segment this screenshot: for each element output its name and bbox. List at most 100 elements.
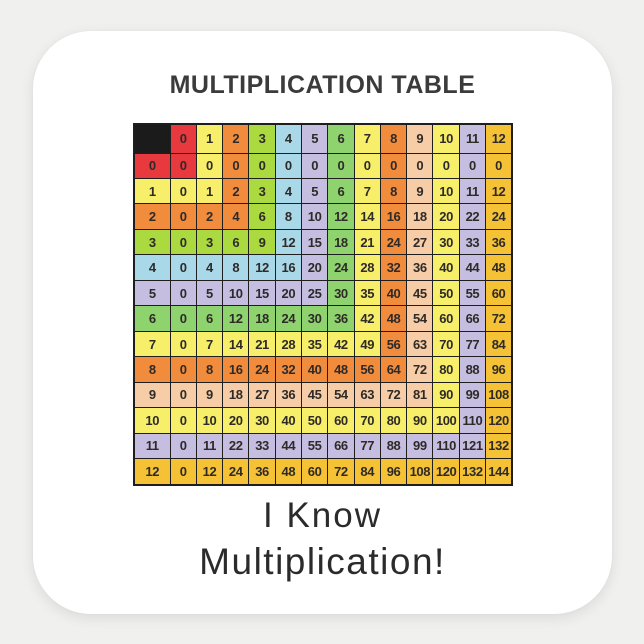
col-header-cell: 12 <box>485 123 513 154</box>
product-cell: 30 <box>300 305 329 332</box>
product-cell: 144 <box>485 458 513 486</box>
row-header-cell: 10 <box>133 407 171 434</box>
table-header-row: 0 1 2 3 4 5 6 7 8 9 10 11 12 <box>133 123 513 154</box>
product-cell: 99 <box>406 432 434 460</box>
product-cell: 24 <box>248 356 276 383</box>
product-cell: 55 <box>458 279 487 307</box>
product-cell: 9 <box>406 177 434 205</box>
product-cell: 40 <box>379 279 408 307</box>
product-cell: 24 <box>274 305 302 332</box>
product-cell: 63 <box>353 381 381 409</box>
product-cell: 90 <box>406 407 434 434</box>
product-cell: 0 <box>327 152 355 179</box>
table-row: 9 0 9 18 27 36 45 54 63 72 81 90 99 108 <box>133 381 513 409</box>
product-cell: 28 <box>274 330 302 358</box>
product-cell: 0 <box>274 152 302 179</box>
product-cell: 35 <box>300 330 329 358</box>
product-cell: 70 <box>432 330 460 358</box>
product-cell: 42 <box>353 305 381 332</box>
product-cell: 0 <box>169 356 197 383</box>
product-cell: 50 <box>300 407 329 434</box>
product-cell: 16 <box>222 356 250 383</box>
product-cell: 8 <box>195 356 224 383</box>
product-cell: 16 <box>379 203 408 230</box>
product-cell: 0 <box>432 152 460 179</box>
product-cell: 12 <box>222 305 250 332</box>
col-header-cell: 4 <box>274 123 302 154</box>
page-title: MULTIPLICATION TABLE <box>169 71 476 99</box>
product-cell: 84 <box>485 330 513 358</box>
product-cell: 5 <box>300 177 329 205</box>
caption: I Know Multiplication! <box>33 493 612 585</box>
product-cell: 40 <box>274 407 302 434</box>
table-row: 4 0 4 8 12 16 20 24 28 32 36 40 44 48 <box>133 254 513 281</box>
product-cell: 11 <box>458 177 487 205</box>
product-cell: 12 <box>195 458 224 486</box>
product-cell: 63 <box>406 330 434 358</box>
product-cell: 56 <box>353 356 381 383</box>
product-cell: 0 <box>169 254 197 281</box>
caption-line-1: I Know <box>263 496 382 535</box>
product-cell: 32 <box>379 254 408 281</box>
product-cell: 7 <box>195 330 224 358</box>
product-cell: 24 <box>485 203 513 230</box>
product-cell: 70 <box>353 407 381 434</box>
row-header-cell: 6 <box>133 305 171 332</box>
col-header-cell: 7 <box>353 123 381 154</box>
product-cell: 6 <box>195 305 224 332</box>
product-cell: 0 <box>195 152 224 179</box>
product-cell: 36 <box>327 305 355 332</box>
product-cell: 80 <box>432 356 460 383</box>
product-cell: 20 <box>300 254 329 281</box>
product-cell: 45 <box>300 381 329 409</box>
product-cell: 14 <box>353 203 381 230</box>
row-header-cell: 11 <box>133 432 171 460</box>
col-header-cell: 6 <box>327 123 355 154</box>
product-cell: 60 <box>432 305 460 332</box>
product-cell: 66 <box>327 432 355 460</box>
product-cell: 28 <box>353 254 381 281</box>
product-cell: 5 <box>195 279 224 307</box>
product-cell: 36 <box>274 381 302 409</box>
col-header-cell: 9 <box>406 123 434 154</box>
product-cell: 110 <box>458 407 487 434</box>
product-cell: 33 <box>248 432 276 460</box>
product-cell: 3 <box>195 228 224 256</box>
product-cell: 100 <box>432 407 460 434</box>
product-cell: 48 <box>485 254 513 281</box>
table-row: 6 0 6 12 18 24 30 36 42 48 54 60 66 72 <box>133 305 513 332</box>
product-cell: 0 <box>353 152 381 179</box>
product-cell: 90 <box>432 381 460 409</box>
product-cell: 108 <box>485 381 513 409</box>
product-cell: 48 <box>379 305 408 332</box>
product-cell: 56 <box>379 330 408 358</box>
product-cell: 20 <box>432 203 460 230</box>
product-cell: 36 <box>485 228 513 256</box>
product-cell: 110 <box>432 432 460 460</box>
product-cell: 0 <box>169 458 197 486</box>
product-cell: 54 <box>406 305 434 332</box>
product-cell: 0 <box>169 228 197 256</box>
row-header-cell: 7 <box>133 330 171 358</box>
product-cell: 30 <box>327 279 355 307</box>
product-cell: 0 <box>406 152 434 179</box>
product-cell: 40 <box>432 254 460 281</box>
product-cell: 0 <box>169 381 197 409</box>
table-row: 1 0 1 2 3 4 5 6 7 8 9 10 11 12 <box>133 177 513 205</box>
product-cell: 77 <box>458 330 487 358</box>
product-cell: 21 <box>353 228 381 256</box>
product-cell: 4 <box>222 203 250 230</box>
product-cell: 16 <box>274 254 302 281</box>
row-header-cell: 5 <box>133 279 171 307</box>
product-cell: 8 <box>222 254 250 281</box>
product-cell: 12 <box>327 203 355 230</box>
product-cell: 48 <box>327 356 355 383</box>
product-cell: 6 <box>327 177 355 205</box>
product-cell: 4 <box>195 254 224 281</box>
row-header-cell: 3 <box>133 228 171 256</box>
table-row: 3 0 3 6 9 12 15 18 21 24 27 30 33 36 <box>133 228 513 256</box>
product-cell: 36 <box>248 458 276 486</box>
product-cell: 72 <box>406 356 434 383</box>
row-header-cell: 4 <box>133 254 171 281</box>
